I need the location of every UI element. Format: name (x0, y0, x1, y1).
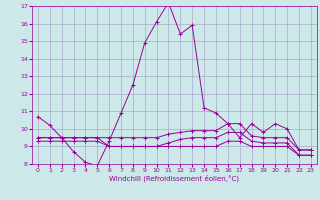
X-axis label: Windchill (Refroidissement éolien,°C): Windchill (Refroidissement éolien,°C) (109, 175, 239, 182)
